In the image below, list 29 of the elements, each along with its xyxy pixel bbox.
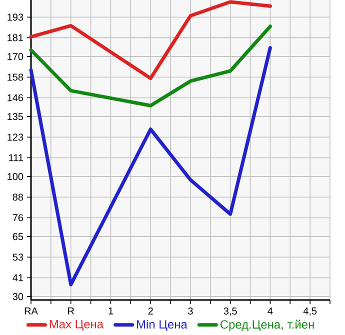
y-tick-label: 135	[8, 113, 24, 120]
x-tick-label: 4	[268, 308, 273, 314]
legend-label: Сред.Цена, т.йен	[220, 320, 314, 332]
y-tick-label: 170	[8, 53, 24, 60]
x-tick-label: 2	[148, 308, 153, 314]
x-tick-label: 3,5	[224, 308, 237, 316]
x-tick-label: R	[68, 308, 74, 314]
y-tick-label: 65	[12, 233, 24, 240]
y-tick-label: 76	[12, 214, 24, 222]
y-tick-label: 146	[8, 94, 24, 102]
x-tick-label: 4,5	[303, 308, 317, 316]
x-tick-label: 3	[188, 308, 193, 315]
y-tick-label: 193	[8, 14, 24, 21]
line-series	[29, 24, 272, 108]
y-tick-label: 30	[12, 293, 24, 300]
y-tick-label: 158	[8, 74, 24, 81]
x-tick-label: 1	[108, 308, 114, 314]
y-tick-label: 88	[12, 194, 24, 201]
y-tick-label: 181	[8, 34, 23, 42]
legend-label: Min Цена	[137, 320, 188, 331]
y-tick-label: 41	[12, 274, 23, 282]
line-series	[29, 46, 272, 286]
y-tick-label: 53	[12, 254, 24, 261]
line-series	[29, 0, 272, 80]
x-tick-label: RA	[24, 308, 38, 314]
y-tick-label: 123	[8, 134, 24, 141]
y-tick-label: 111	[9, 154, 23, 162]
y-tick-label: 100	[8, 173, 24, 180]
legend-label: Max Цена	[50, 320, 104, 331]
